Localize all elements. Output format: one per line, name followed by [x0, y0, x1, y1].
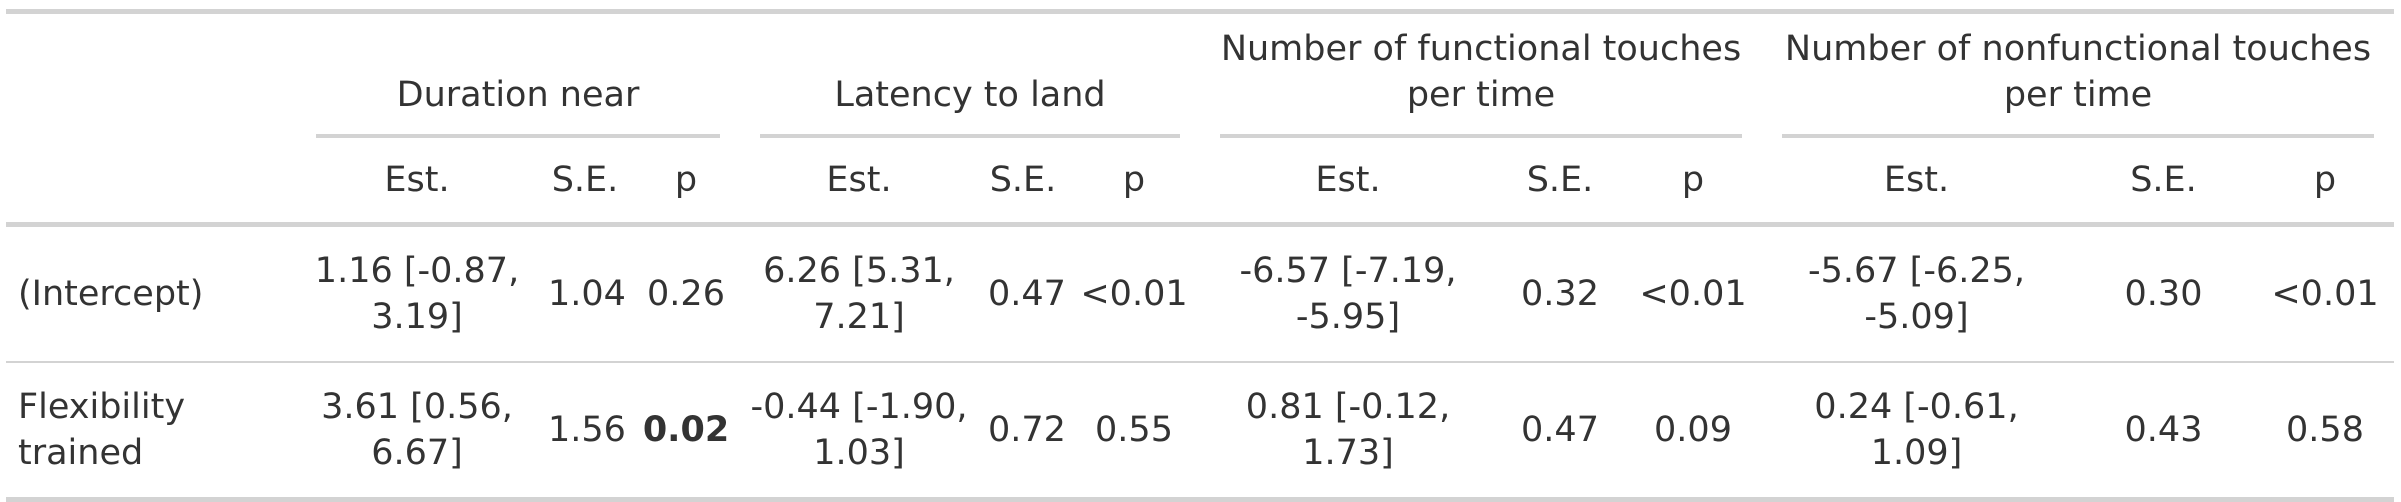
table-row-intercept: (Intercept) 1.16 [-0.87, 3.19] 1.04 0.26… [6, 224, 2394, 363]
cell-est: 0.81 [-0.12, 1.73] [1200, 362, 1496, 502]
col-header-se: S.E. [1496, 138, 1624, 227]
cell-est: -6.57 [-7.19, -5.95] [1200, 224, 1496, 363]
spanner-label: Number of functional touches per time [1220, 26, 1742, 138]
spanner-label: Latency to land [760, 72, 1180, 138]
cell-p: <0.01 [2256, 224, 2394, 363]
cell-p: 0.09 [1624, 362, 1762, 502]
top-rule [6, 9, 2394, 16]
column-header-row: Est. S.E. p Est. S.E. p Est. S.E. p Est.… [6, 138, 2394, 227]
col-header-p: p [2256, 138, 2394, 227]
cell-p-significant: 0.02 [632, 362, 740, 502]
spanner-duration-near: Duration near [296, 14, 740, 138]
cell-se: 0.43 [2071, 362, 2256, 502]
cell-est: -0.44 [-1.90, 1.03] [740, 362, 978, 502]
col-header-est: Est. [1762, 138, 2071, 227]
cell-p: <0.01 [1624, 224, 1762, 363]
cell-p: 0.58 [2256, 362, 2394, 502]
cell-se: 1.56 [538, 362, 632, 502]
cell-se: 1.04 [538, 224, 632, 363]
cell-se: 0.30 [2071, 224, 2256, 363]
cell-p: 0.26 [632, 224, 740, 363]
cell-est: -5.67 [-6.25, -5.09] [1762, 224, 2071, 363]
spanner-latency-to-land: Latency to land [740, 14, 1200, 138]
col-header-est: Est. [740, 138, 978, 227]
cell-p: 0.55 [1068, 362, 1200, 502]
stub-column-header [6, 138, 296, 227]
cell-est: 6.26 [5.31, 7.21] [740, 224, 978, 363]
col-header-p: p [1624, 138, 1762, 227]
spanner-label: Number of nonfunctional touches per time [1782, 26, 2374, 138]
col-header-est: Est. [1200, 138, 1496, 227]
spanner-nonfunctional-touches: Number of nonfunctional touches per time [1762, 14, 2394, 138]
col-header-est: Est. [296, 138, 538, 227]
col-header-se: S.E. [2071, 138, 2256, 227]
row-label: Flexibility trained [6, 362, 296, 502]
cell-est: 3.61 [0.56, 6.67] [296, 362, 538, 502]
regression-table-container: Duration near Latency to land Number of … [6, 9, 2394, 502]
col-header-se: S.E. [978, 138, 1068, 227]
cell-se: 0.47 [1496, 362, 1624, 502]
spanner-header-row: Duration near Latency to land Number of … [6, 14, 2394, 138]
row-label: (Intercept) [6, 224, 296, 363]
cell-est: 1.16 [-0.87, 3.19] [296, 224, 538, 363]
cell-p: <0.01 [1068, 224, 1200, 363]
regression-table: Duration near Latency to land Number of … [6, 9, 2394, 502]
col-header-se: S.E. [538, 138, 632, 227]
cell-se: 0.47 [978, 224, 1068, 363]
spanner-functional-touches: Number of functional touches per time [1200, 14, 1762, 138]
cell-se: 0.72 [978, 362, 1068, 502]
col-header-p: p [632, 138, 740, 227]
stub-header [6, 14, 296, 138]
col-header-p: p [1068, 138, 1200, 227]
cell-est: 0.24 [-0.61, 1.09] [1762, 362, 2071, 502]
table-row-flexibility-trained: Flexibility trained 3.61 [0.56, 6.67] 1.… [6, 362, 2394, 502]
cell-se: 0.32 [1496, 224, 1624, 363]
spanner-label: Duration near [316, 72, 720, 138]
